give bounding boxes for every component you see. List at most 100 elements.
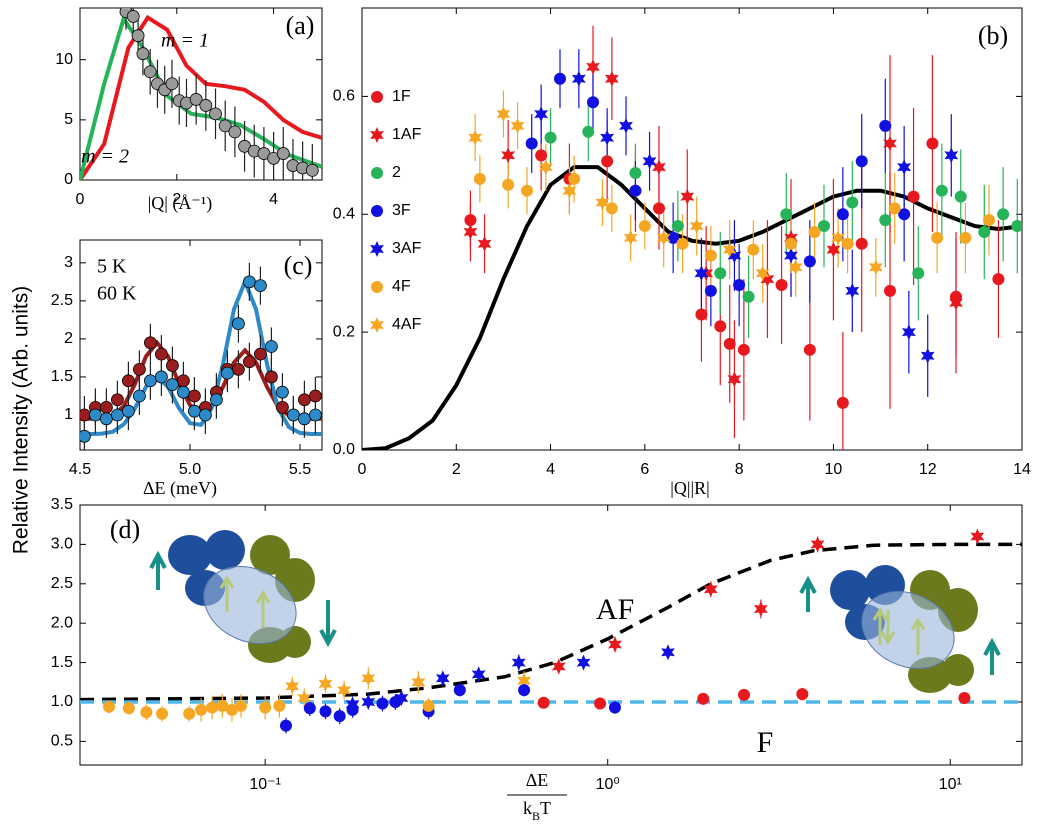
star-marker <box>920 347 935 364</box>
legend-marker <box>371 91 383 103</box>
circle-marker <box>154 370 168 384</box>
circle-marker <box>855 155 868 168</box>
legend-label: 1AF <box>392 126 422 143</box>
star-marker <box>435 670 450 687</box>
star-marker <box>595 194 610 211</box>
circle-marker <box>978 225 991 238</box>
star-marker <box>361 670 376 687</box>
circle-marker <box>297 412 311 426</box>
fit-line <box>362 165 1022 450</box>
star-marker <box>727 247 742 264</box>
circle-marker <box>216 699 229 712</box>
y-tick-label: 3 <box>64 254 73 271</box>
circle-marker <box>111 393 124 407</box>
x-tick-label: 4 <box>269 191 278 208</box>
x-label-denominator: kBT <box>523 798 551 823</box>
star-marker <box>318 675 333 692</box>
legend: 1F 1AF 2 3F 3AF 4F 4AF <box>370 88 422 333</box>
star-marker <box>784 247 798 264</box>
circle-marker <box>676 237 689 250</box>
circle-marker <box>103 700 116 713</box>
legend-marker <box>371 281 383 293</box>
circle-marker <box>275 400 289 414</box>
x-tick-label: 12 <box>919 461 937 478</box>
circle-marker <box>187 389 201 403</box>
fit-line <box>80 542 1022 702</box>
circle-marker <box>218 119 232 133</box>
star-marker <box>562 182 577 199</box>
molecule-left <box>149 530 337 663</box>
star-marker <box>586 58 600 75</box>
y-axis-label: Relative Intensity (Arb. units) <box>10 286 33 554</box>
star-marker <box>285 678 300 695</box>
circle-marker <box>319 705 332 718</box>
x-tick-label: 6 <box>640 461 649 478</box>
circle-marker <box>100 412 113 426</box>
x-tick-label: 10¹ <box>939 776 962 793</box>
legend-marker <box>371 205 383 217</box>
circle-marker <box>156 707 169 720</box>
y-tick-label: 2.0 <box>51 614 73 631</box>
circle-marker <box>818 220 830 233</box>
circle-marker <box>346 703 359 716</box>
circle-marker <box>121 404 135 418</box>
circle-marker <box>1011 220 1022 233</box>
panel-label: (d) <box>110 515 140 544</box>
molecule-right <box>799 565 1001 693</box>
circle-marker <box>234 699 247 712</box>
circle-marker <box>653 202 665 215</box>
x-tick-label: 10⁰ <box>596 776 620 793</box>
legend-label: 4F <box>392 278 411 295</box>
legend-marker <box>370 127 384 143</box>
x-label-numerator: ΔE <box>526 770 549 790</box>
circle-marker <box>225 703 238 716</box>
star-marker <box>608 636 622 653</box>
star-marker <box>411 674 426 691</box>
x-tick-label: 5.5 <box>289 461 311 478</box>
circle-marker <box>803 255 816 268</box>
star-marker <box>755 265 770 282</box>
circle-marker <box>671 220 684 233</box>
star-marker <box>538 159 553 176</box>
circle-marker <box>747 243 760 256</box>
y-tick-label: 0.2 <box>333 323 355 340</box>
star-marker <box>826 241 841 258</box>
star-marker <box>477 235 492 252</box>
circle-marker <box>209 107 222 121</box>
circle-marker <box>176 385 190 399</box>
x-tick-label: 10⁻¹ <box>249 776 281 793</box>
circle-marker <box>796 688 809 701</box>
x-tick-label: 14 <box>1013 461 1031 478</box>
circle-marker <box>305 163 319 177</box>
circle-marker <box>303 702 316 715</box>
circle-marker <box>742 290 755 303</box>
circle-marker <box>131 29 145 43</box>
y-tick-label: 0.4 <box>333 205 355 222</box>
plot-area <box>80 528 1022 734</box>
circle-marker <box>907 190 920 203</box>
fit-line <box>80 14 322 180</box>
circle-marker <box>704 284 717 297</box>
panel-label: (a) <box>286 11 315 40</box>
circle-marker <box>126 10 140 23</box>
circle-marker <box>846 196 859 209</box>
circle-marker <box>714 267 727 280</box>
line-label: F <box>757 726 774 759</box>
circle-marker <box>608 701 621 714</box>
star-marker <box>571 70 586 87</box>
circle-marker <box>997 208 1010 221</box>
x-tick-label: 4.5 <box>69 461 91 478</box>
star-marker <box>361 694 376 710</box>
circle-marker <box>136 47 150 61</box>
circle-marker <box>122 702 135 715</box>
panel: 10⁻¹ 10⁰ 10¹ 0.5 1.0 1.5 2.0 2.5 3.0 3.5 (d) ΔE kBT A… <box>51 496 1023 823</box>
star-marker <box>623 229 638 246</box>
circle-marker <box>992 273 1005 286</box>
x-axis-label: |Q| (Å⁻¹) <box>148 193 213 214</box>
circle-marker <box>264 340 278 353</box>
star-marker <box>970 528 985 545</box>
x-axis-label: |Q||R| <box>670 478 709 498</box>
star-marker <box>656 229 671 246</box>
circle-marker <box>308 389 322 403</box>
